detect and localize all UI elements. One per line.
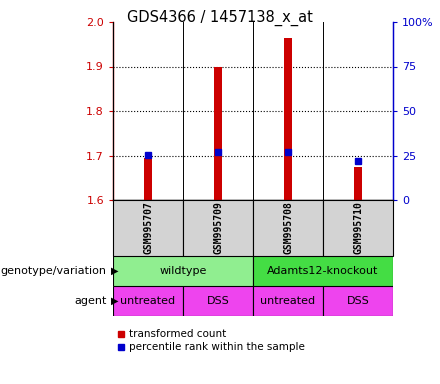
Bar	[354, 167, 362, 200]
Text: untreated: untreated	[260, 296, 315, 306]
Bar	[253, 286, 323, 316]
Bar	[253, 256, 393, 286]
Text: Adamts12-knockout: Adamts12-knockout	[268, 266, 379, 276]
Text: GSM995708: GSM995708	[283, 202, 293, 255]
Text: DSS: DSS	[207, 296, 229, 306]
Bar	[253, 200, 323, 256]
Bar	[113, 286, 183, 316]
Text: untreated: untreated	[121, 296, 176, 306]
Bar	[183, 200, 253, 256]
Text: wildtype: wildtype	[159, 266, 207, 276]
Text: genotype/variation: genotype/variation	[0, 266, 106, 276]
Bar	[284, 38, 292, 200]
Bar	[183, 286, 253, 316]
Text: agent: agent	[74, 296, 106, 306]
Bar	[323, 200, 393, 256]
Bar	[113, 200, 183, 256]
Legend: transformed count, percentile rank within the sample: transformed count, percentile rank withi…	[118, 329, 304, 353]
Text: GSM995709: GSM995709	[213, 202, 223, 255]
Text: ▶: ▶	[111, 296, 118, 306]
Bar	[323, 286, 393, 316]
Text: GSM995710: GSM995710	[353, 202, 363, 255]
Text: DSS: DSS	[347, 296, 369, 306]
Text: ▶: ▶	[111, 266, 118, 276]
Bar	[113, 256, 253, 286]
Text: GDS4366 / 1457138_x_at: GDS4366 / 1457138_x_at	[127, 10, 313, 26]
Bar	[214, 66, 222, 200]
Bar	[144, 158, 152, 200]
Text: GSM995707: GSM995707	[143, 202, 153, 255]
